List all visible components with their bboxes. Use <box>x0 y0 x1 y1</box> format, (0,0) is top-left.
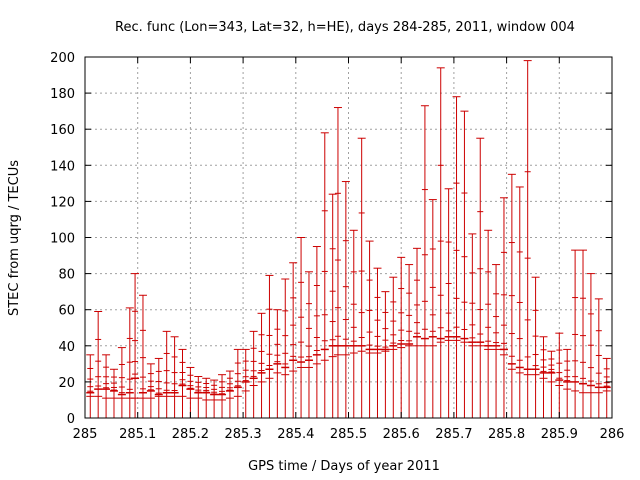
y-tick-label: 120 <box>50 195 75 210</box>
y-tick-label: 80 <box>58 268 75 283</box>
y-tick-label: 180 <box>50 87 75 102</box>
x-tick-label: 285.3 <box>224 427 261 442</box>
x-tick-label: 285.7 <box>435 427 472 442</box>
data-series <box>86 60 611 418</box>
y-tick-label: 200 <box>50 51 75 66</box>
x-tick-label: 285.2 <box>172 427 209 442</box>
grid <box>85 57 612 418</box>
x-tick-label: 285 <box>73 427 98 442</box>
y-tick-label: 40 <box>58 340 75 355</box>
y-tick-label: 100 <box>50 232 75 247</box>
x-axis-label: GPS time / Days of year 2011 <box>248 459 440 474</box>
y-tick-label: 20 <box>58 376 75 391</box>
x-tick-label: 285.8 <box>488 427 525 442</box>
axis-ticks: 285 285.1 285.2 285.3 285.4 285.5 285.6 285.7 28… <box>50 51 624 442</box>
x-tick-label: 285.1 <box>119 427 156 442</box>
y-axis-label: STEC from uqrg / TECUs <box>7 160 22 316</box>
x-tick-label: 285.6 <box>383 427 420 442</box>
x-tick-label: 286 <box>600 427 625 442</box>
x-tick-label: 285.5 <box>330 427 367 442</box>
x-tick-label: 285.4 <box>277 427 314 442</box>
y-tick-label: 160 <box>50 123 75 138</box>
x-tick-label: 285.9 <box>541 427 578 442</box>
chart-title: Rec. func (Lon=343, Lat=32, h=HE), days … <box>115 20 575 35</box>
y-tick-label: 0 <box>67 412 75 427</box>
y-tick-label: 140 <box>50 159 75 174</box>
y-tick-label: 60 <box>58 304 75 319</box>
